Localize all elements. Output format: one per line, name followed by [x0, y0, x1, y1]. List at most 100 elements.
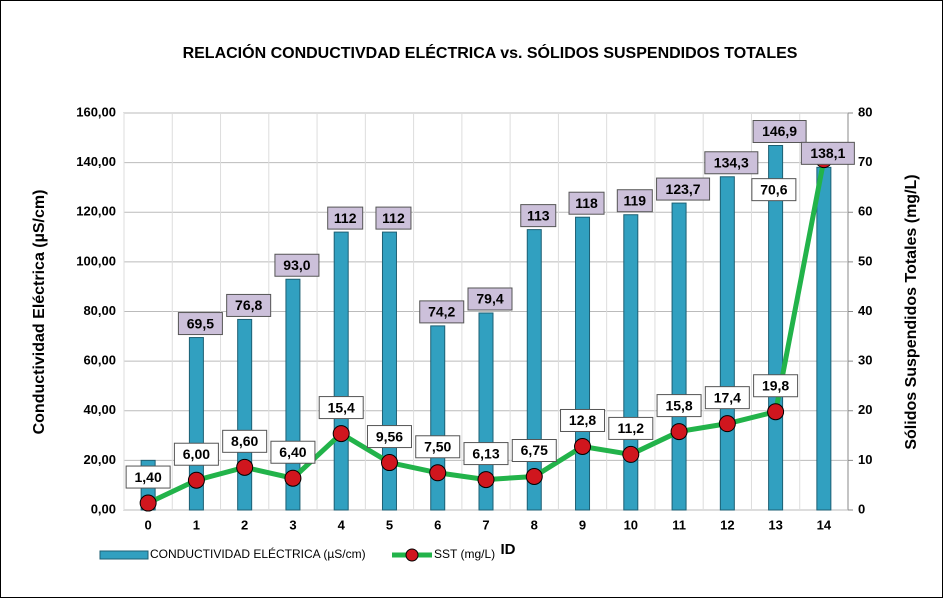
- y-tick-label: 0,00: [91, 501, 116, 516]
- y2-tick-label: 40: [858, 303, 872, 318]
- sst-value-label: 15,4: [328, 399, 355, 415]
- sst-point: [767, 403, 785, 421]
- bar-value-label: 138,1: [810, 145, 845, 161]
- bar-value-label-box: [616, 189, 653, 213]
- bar: [671, 202, 687, 511]
- bar-value-label: 119: [624, 192, 647, 208]
- y-tick-label: 20,00: [83, 452, 116, 467]
- x-tick-label: 2: [241, 517, 248, 532]
- legend-swatch: [99, 550, 149, 560]
- sst-value-label-box: [463, 442, 509, 466]
- y-axis-label: Conductividad Eléctrica (µS/cm): [31, 190, 48, 435]
- x-tick-label: 6: [434, 517, 441, 532]
- sst-value-label-box: [222, 429, 268, 453]
- bar-value-label: 76,8: [235, 297, 262, 313]
- sst-value-label: 9,56: [376, 428, 403, 444]
- bar-value-label-box: [226, 293, 272, 317]
- sst-value-label-box: [560, 408, 606, 432]
- y-tick-label: 80,00: [83, 303, 116, 318]
- sst-value-label-box: [270, 440, 316, 464]
- bar-value-label: 118: [575, 195, 598, 211]
- x-tick-label: 9: [579, 517, 586, 532]
- y2-tick-label: 0: [858, 501, 865, 516]
- sst-point: [670, 423, 688, 441]
- sst-value-label-box: [704, 386, 750, 410]
- x-tick-label: 5: [386, 517, 393, 532]
- sst-point: [332, 425, 350, 443]
- bar-value-label: 134,3: [714, 154, 749, 170]
- sst-point: [525, 468, 543, 486]
- sst-value-label: 7,50: [424, 438, 451, 454]
- sst-value-label-box: [751, 178, 797, 202]
- x-tick-label: 7: [482, 517, 489, 532]
- sst-value-label-box: [656, 394, 702, 418]
- legend-marker: [405, 548, 419, 562]
- sst-value-label-box: [511, 439, 557, 463]
- y2-tick-label: 70: [858, 154, 872, 169]
- bar-value-label-box: [568, 191, 605, 215]
- y-tick-label: 120,00: [76, 204, 116, 219]
- y-tick-label: 100,00: [76, 253, 116, 268]
- sst-point: [187, 471, 205, 489]
- x-tick-label: 12: [720, 517, 734, 532]
- bar-value-label-box: [274, 253, 320, 277]
- sst-value-label: 12,8: [569, 412, 596, 428]
- bar-value-label-box: [467, 287, 513, 311]
- sst-value-label: 6,40: [279, 444, 306, 460]
- x-tick-label: 11: [672, 517, 686, 532]
- y2-tick-label: 50: [858, 253, 872, 268]
- bar-value-label-box: [177, 312, 223, 336]
- sst-value-label: 6,75: [521, 442, 548, 458]
- bar-value-label: 79,4: [476, 291, 503, 307]
- sst-value-label: 8,60: [231, 433, 258, 449]
- y-tick-label: 40,00: [83, 402, 116, 417]
- bar-value-label-box: [704, 151, 759, 175]
- sst-point: [284, 469, 302, 487]
- sst-value-label-box: [753, 374, 799, 398]
- y-tick-label: 140,00: [76, 154, 116, 169]
- sst-point: [574, 437, 592, 455]
- bar: [188, 337, 204, 511]
- bar-value-label: 69,5: [187, 315, 214, 331]
- y-tick-label: 60,00: [83, 353, 116, 368]
- bar-value-label-box: [800, 141, 855, 165]
- bar: [575, 216, 591, 511]
- bar-value-label-box: [375, 206, 412, 230]
- title-box: RELACIÓN CONDUCTIVDAD ELÉCTRICA vs. SÓLI…: [182, 45, 798, 62]
- sst-value-label: 70,6: [760, 181, 787, 197]
- bar: [526, 229, 542, 511]
- bar: [816, 166, 832, 511]
- bar-value-label: 123,7: [666, 181, 701, 197]
- bar-value-label: 113: [527, 207, 550, 223]
- bar: [430, 325, 446, 511]
- sst-value-label-box: [318, 396, 364, 420]
- bar-value-label-box: [327, 206, 364, 230]
- y2-tick-label: 10: [858, 452, 872, 467]
- x-tick-label: 14: [817, 517, 832, 532]
- bar-value-label: 93,0: [283, 257, 310, 273]
- bar-value-label-box: [752, 120, 807, 144]
- sst-value-label: 11,2: [618, 420, 645, 436]
- bar-value-label: 146,9: [762, 123, 797, 139]
- sst-point: [477, 471, 495, 489]
- sst-value-label-box: [366, 425, 412, 449]
- sst-value-label: 1,40: [135, 469, 162, 485]
- bar-value-label-box: [520, 204, 557, 228]
- x-tick-label: 13: [768, 517, 782, 532]
- sst-value-label: 6,00: [183, 446, 210, 462]
- sst-value-label-box: [415, 435, 461, 459]
- y2-axis-label: Sólidos Suspendidos Totales (mg/L): [903, 174, 920, 449]
- x-tick-label: 10: [624, 517, 638, 532]
- bar-value-label-box: [656, 177, 711, 201]
- x-tick-label: 0: [145, 517, 152, 532]
- bar-value-label-box: [419, 300, 465, 324]
- y2-tick-label: 80: [858, 104, 872, 119]
- y2-tick-label: 60: [858, 204, 872, 219]
- y-tick-label: 160,00: [76, 104, 116, 119]
- sst-point: [622, 445, 640, 463]
- bar: [237, 318, 253, 511]
- sst-value-label: 6,13: [472, 445, 499, 461]
- chart-title: RELACIÓN CONDUCTIVDAD ELÉCTRICA vs. SÓLI…: [182, 45, 798, 62]
- y2-tick-label: 30: [858, 353, 872, 368]
